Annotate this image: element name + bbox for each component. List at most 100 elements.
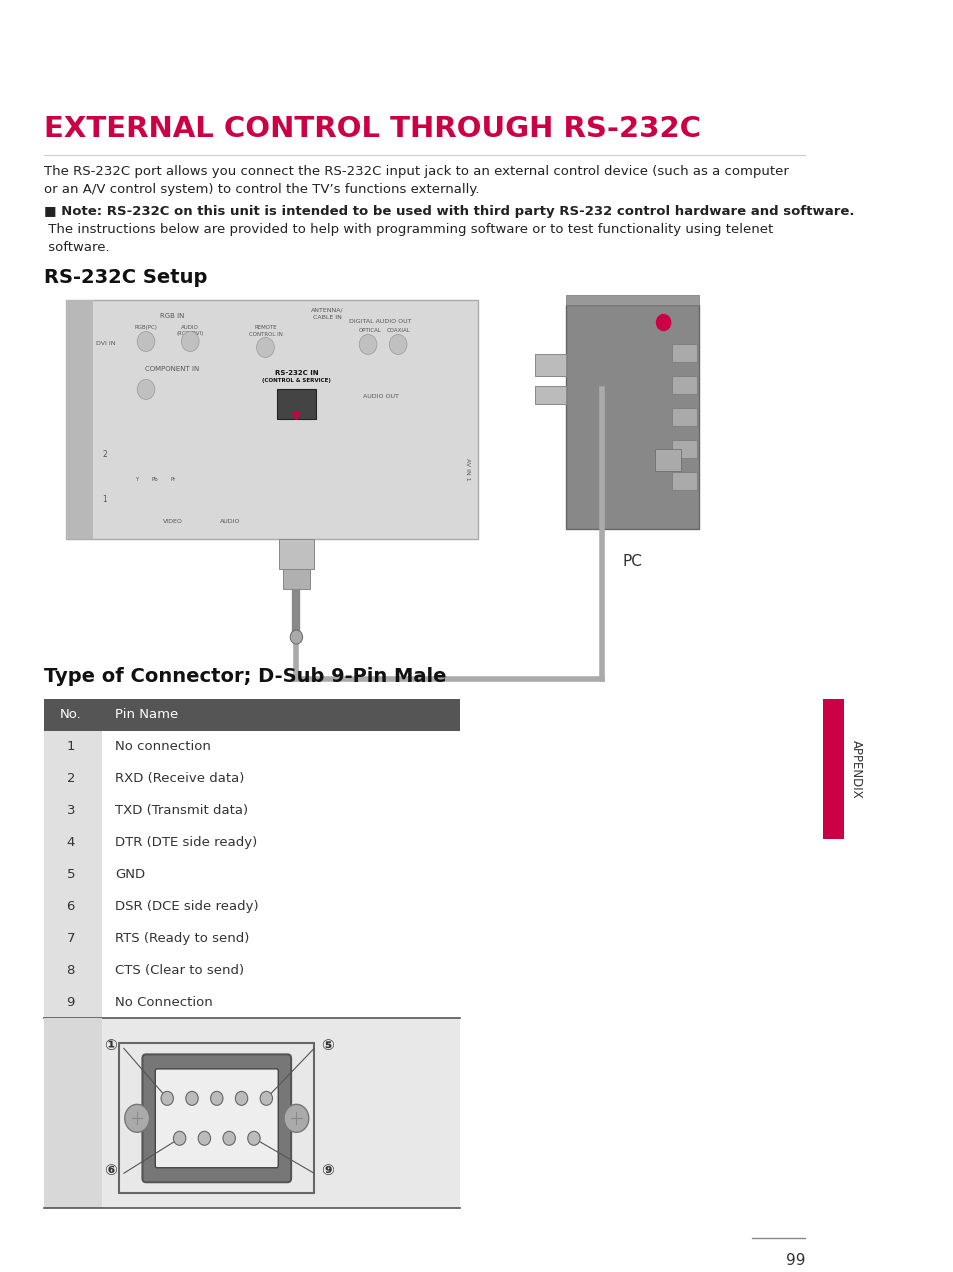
Text: Type of Connector; D-Sub 9-Pin Male: Type of Connector; D-Sub 9-Pin Male bbox=[44, 667, 446, 686]
Circle shape bbox=[256, 337, 274, 357]
Text: ■ Note: RS-232C on this unit is intended to be used with third party RS-232 cont: ■ Note: RS-232C on this unit is intended… bbox=[44, 205, 854, 218]
Text: No connection: No connection bbox=[115, 740, 211, 753]
Circle shape bbox=[211, 1091, 223, 1105]
Text: ANTENNA/: ANTENNA/ bbox=[311, 308, 343, 313]
Bar bbox=[672, 440, 697, 458]
Text: COMPONENT IN: COMPONENT IN bbox=[145, 366, 199, 373]
Text: 1: 1 bbox=[67, 740, 75, 753]
Text: RS-232C IN: RS-232C IN bbox=[274, 370, 318, 377]
Bar bbox=[67, 299, 477, 539]
Bar bbox=[672, 377, 697, 394]
Text: CTS (Clear to send): CTS (Clear to send) bbox=[115, 964, 244, 977]
Text: DIGITAL AUDIO OUT: DIGITAL AUDIO OUT bbox=[349, 318, 412, 323]
Text: PC: PC bbox=[622, 555, 642, 569]
Text: 7: 7 bbox=[67, 932, 75, 945]
Circle shape bbox=[161, 1091, 173, 1105]
Text: No.: No. bbox=[60, 709, 82, 721]
Text: or an A/V control system) to control the TV’s functions externally.: or an A/V control system) to control the… bbox=[44, 183, 479, 196]
Bar bbox=[102, 954, 459, 987]
Bar bbox=[44, 1019, 102, 1208]
Bar bbox=[102, 731, 459, 763]
Text: RGB IN: RGB IN bbox=[160, 313, 185, 318]
Circle shape bbox=[198, 1131, 211, 1145]
Circle shape bbox=[260, 1091, 273, 1105]
Bar bbox=[44, 763, 102, 795]
Bar bbox=[672, 345, 697, 363]
Text: RTS (Ready to send): RTS (Ready to send) bbox=[115, 932, 249, 945]
Text: CONTROL IN: CONTROL IN bbox=[248, 332, 282, 337]
Text: APPENDIX: APPENDIX bbox=[849, 739, 862, 798]
Bar bbox=[672, 472, 697, 490]
Bar bbox=[102, 987, 459, 1019]
Bar bbox=[822, 698, 844, 838]
Circle shape bbox=[125, 1104, 150, 1132]
Circle shape bbox=[359, 335, 376, 355]
Text: DTR (DTE side ready): DTR (DTE side ready) bbox=[115, 836, 257, 850]
Text: Pb: Pb bbox=[152, 477, 158, 482]
Text: RGB(PC): RGB(PC) bbox=[134, 324, 157, 329]
Bar bbox=[44, 922, 102, 954]
Bar bbox=[44, 954, 102, 987]
Circle shape bbox=[389, 335, 407, 355]
Text: EXTERNAL CONTROL THROUGH RS-232C: EXTERNAL CONTROL THROUGH RS-232C bbox=[44, 114, 700, 142]
Text: OPTICAL: OPTICAL bbox=[358, 327, 381, 332]
Text: 8: 8 bbox=[67, 964, 75, 977]
Text: 6: 6 bbox=[67, 901, 75, 913]
Text: 2: 2 bbox=[67, 772, 75, 785]
Bar bbox=[566, 304, 699, 529]
Text: 1: 1 bbox=[102, 495, 107, 504]
Bar bbox=[44, 1019, 459, 1208]
Bar bbox=[672, 408, 697, 426]
Text: AUDIO OUT: AUDIO OUT bbox=[362, 394, 398, 399]
Text: software.: software. bbox=[44, 240, 110, 253]
Text: The instructions below are provided to help with programming software or to test: The instructions below are provided to h… bbox=[44, 223, 773, 235]
Text: VIDEO: VIDEO bbox=[162, 519, 182, 524]
Text: AUDIO: AUDIO bbox=[219, 519, 240, 524]
Text: RS-232C Setup: RS-232C Setup bbox=[44, 267, 208, 286]
Text: Pr: Pr bbox=[171, 477, 176, 482]
FancyBboxPatch shape bbox=[155, 1068, 278, 1168]
Text: 3: 3 bbox=[67, 804, 75, 818]
Text: AUDIO: AUDIO bbox=[181, 324, 199, 329]
Circle shape bbox=[181, 332, 199, 351]
Bar bbox=[44, 890, 102, 922]
Text: 2: 2 bbox=[102, 450, 107, 459]
Circle shape bbox=[284, 1104, 309, 1132]
Bar bbox=[44, 731, 102, 763]
Bar bbox=[535, 355, 566, 377]
Bar bbox=[44, 698, 459, 731]
Text: RXD (Receive data): RXD (Receive data) bbox=[115, 772, 244, 785]
Text: GND: GND bbox=[115, 869, 145, 881]
Bar bbox=[44, 987, 102, 1019]
Text: ⑥: ⑥ bbox=[104, 1163, 117, 1178]
Text: ⑤: ⑤ bbox=[320, 1038, 334, 1053]
Text: 99: 99 bbox=[785, 1253, 804, 1268]
Circle shape bbox=[186, 1091, 198, 1105]
Text: No Connection: No Connection bbox=[115, 996, 213, 1009]
Text: COAXIAL: COAXIAL bbox=[386, 327, 410, 332]
Circle shape bbox=[173, 1131, 186, 1145]
Bar bbox=[102, 795, 459, 827]
Circle shape bbox=[235, 1091, 248, 1105]
Circle shape bbox=[137, 379, 154, 399]
Text: REMOTE: REMOTE bbox=[253, 324, 276, 329]
Bar bbox=[102, 922, 459, 954]
Text: TXD (Transmit data): TXD (Transmit data) bbox=[115, 804, 248, 818]
Text: DVI IN: DVI IN bbox=[95, 341, 115, 346]
Text: Pin Name: Pin Name bbox=[115, 709, 178, 721]
Circle shape bbox=[290, 630, 302, 644]
Text: 4: 4 bbox=[67, 836, 75, 850]
Bar bbox=[535, 387, 566, 404]
Text: (CONTROL & SERVICE): (CONTROL & SERVICE) bbox=[262, 379, 331, 383]
Text: ①: ① bbox=[104, 1038, 117, 1053]
Text: CABLE IN: CABLE IN bbox=[313, 314, 341, 319]
Bar bbox=[102, 859, 459, 890]
Circle shape bbox=[248, 1131, 260, 1145]
Bar bbox=[119, 1043, 314, 1193]
Bar bbox=[276, 389, 315, 420]
Bar bbox=[44, 859, 102, 890]
Bar bbox=[278, 539, 314, 569]
Bar bbox=[102, 763, 459, 795]
Text: AV IN 1: AV IN 1 bbox=[464, 458, 469, 481]
Bar bbox=[566, 295, 699, 304]
